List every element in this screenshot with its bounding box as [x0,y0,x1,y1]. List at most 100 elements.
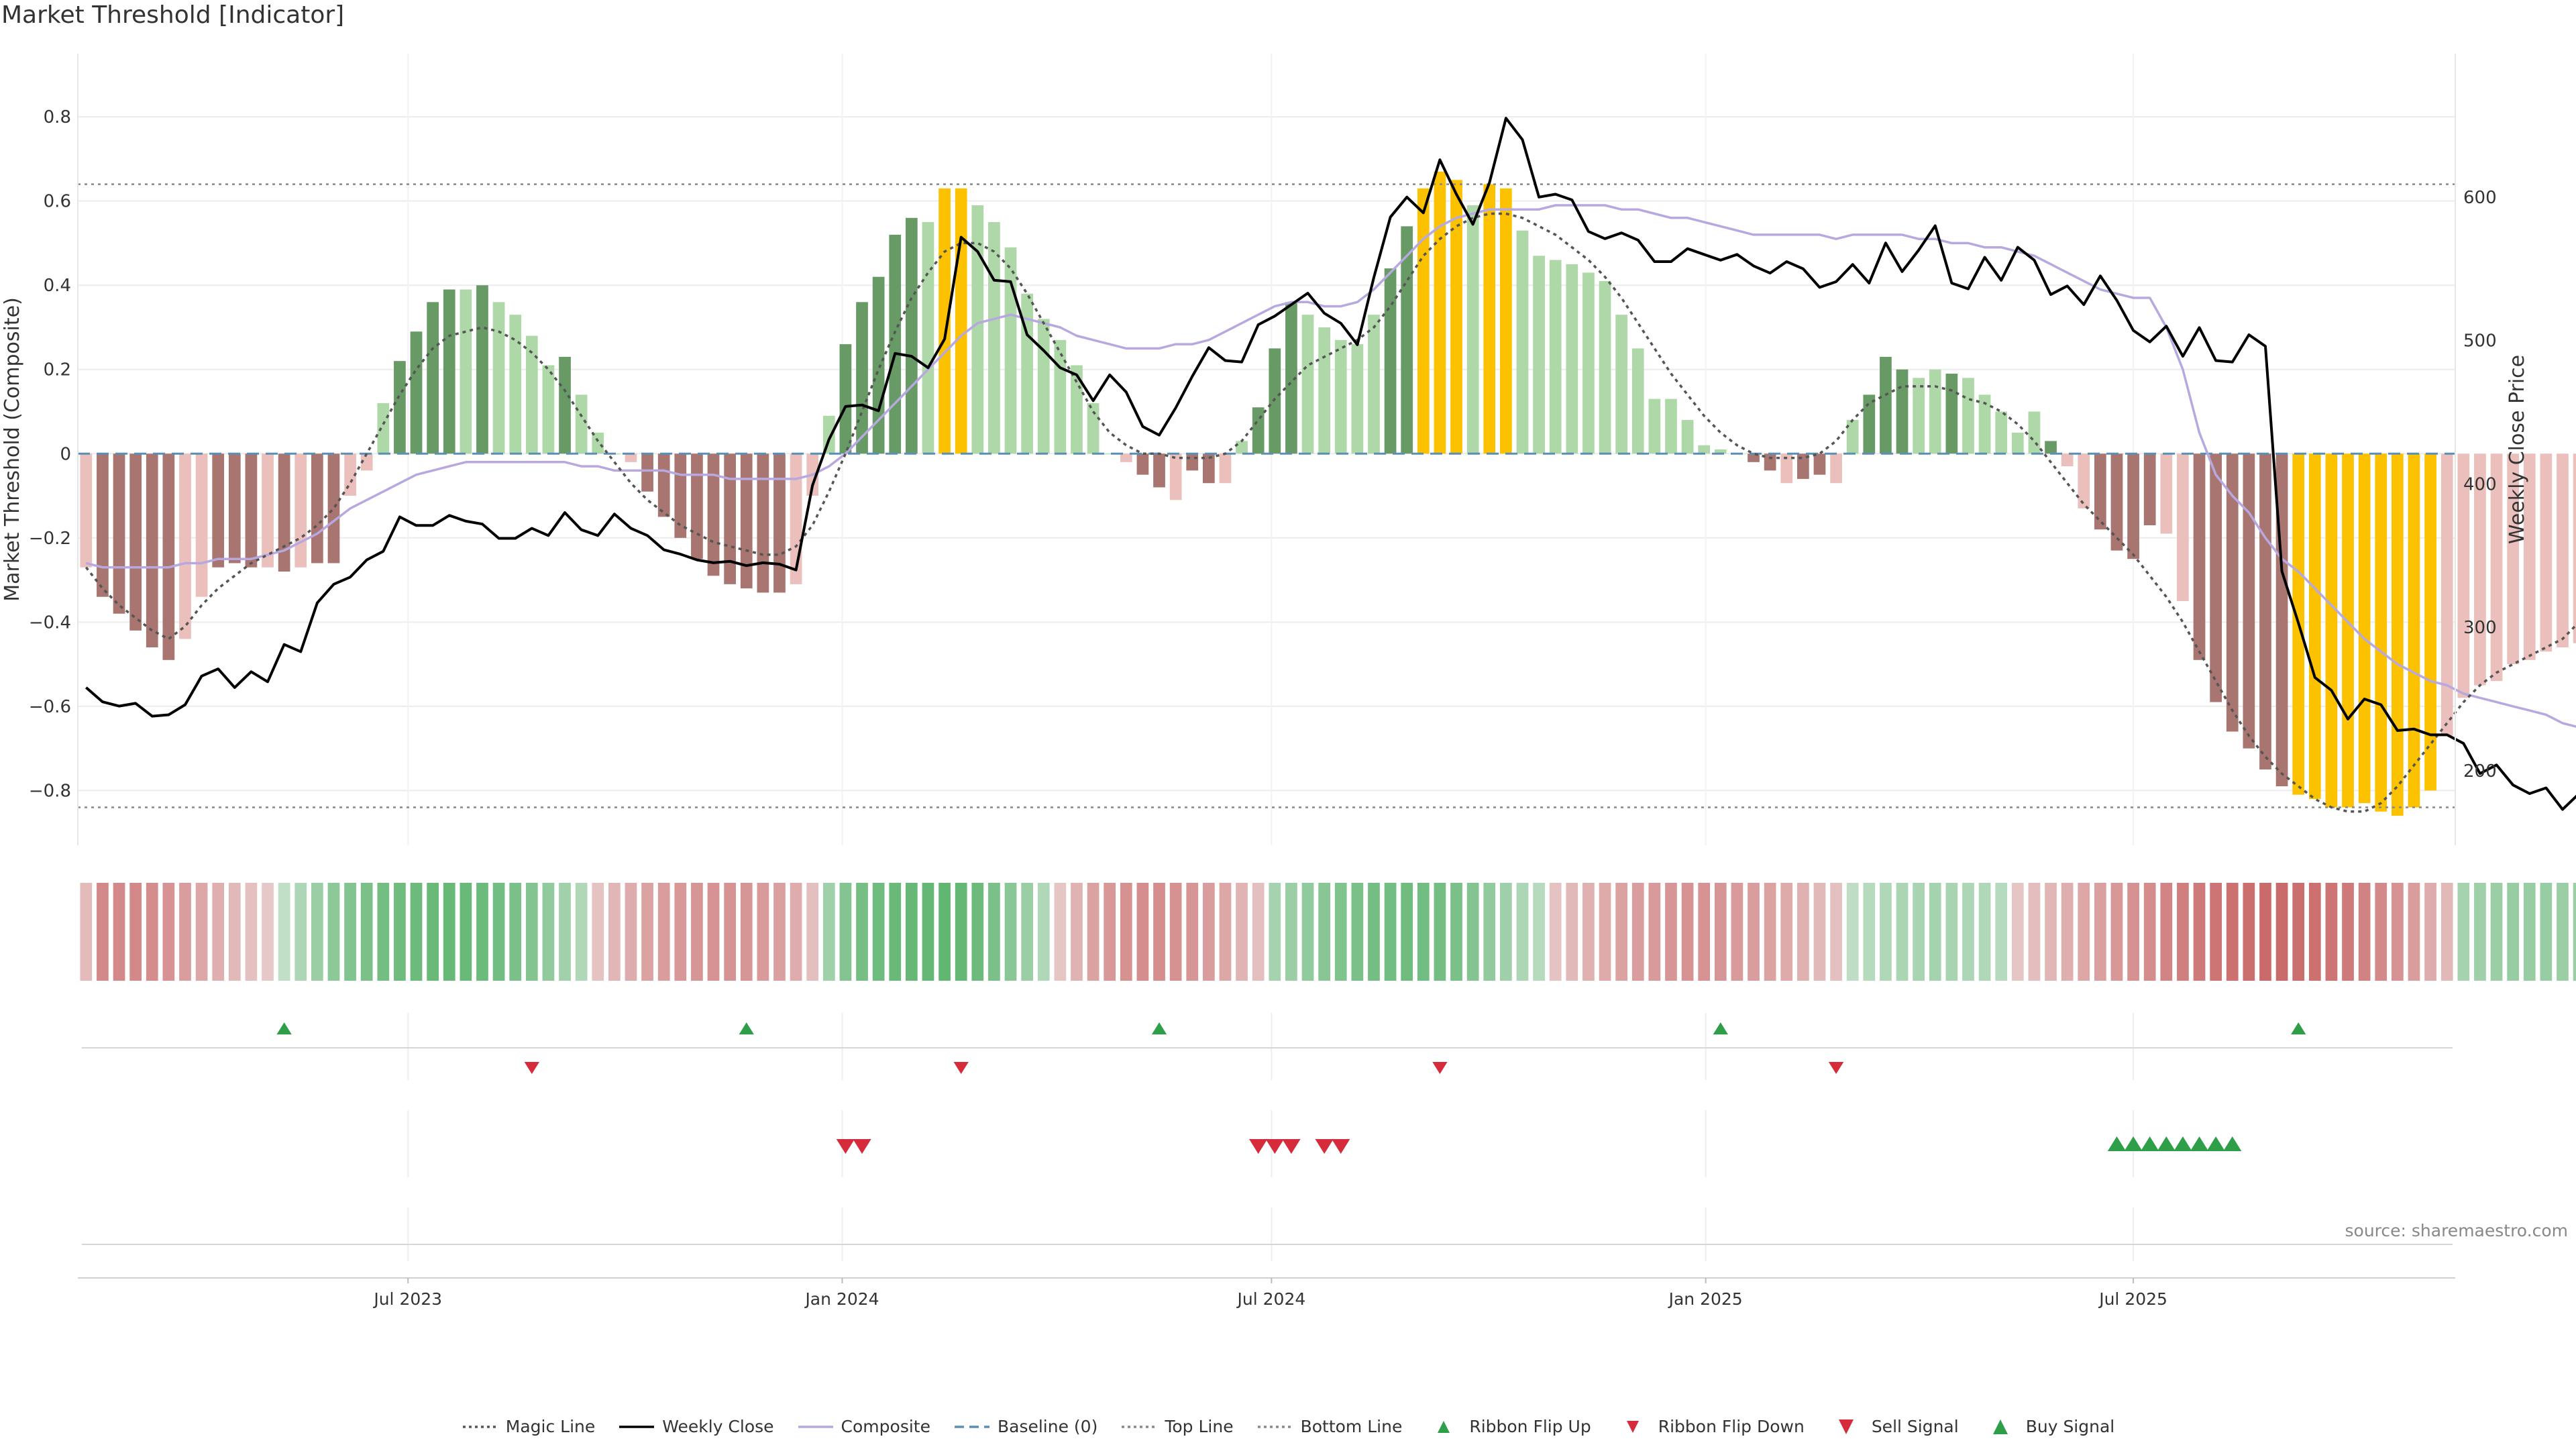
ribbon-cell [1450,883,1462,981]
ribbon-cell [542,883,555,981]
histogram-bar [691,453,703,559]
triangle-down-icon [1838,1419,1854,1434]
histogram-bar [476,285,488,454]
ribbon-cell [1120,883,1132,981]
histogram-bar [262,453,274,568]
legend-label: Buy Signal [2025,1417,2115,1436]
legend-label: Magic Line [505,1417,596,1436]
dotted-line-icon [1122,1425,1157,1428]
ribbon-cell [1516,883,1529,981]
histogram-bar [1615,315,1627,454]
histogram-bar [839,344,852,454]
histogram-bar [245,453,258,568]
ribbon-flip-down-marker [524,1062,539,1074]
y2-tick-label: 200 [2463,761,2497,782]
ribbon-cell [1978,883,1991,981]
ribbon-cell [2490,883,2503,981]
ribbon-cell [2507,883,2519,981]
histogram-bar [2408,453,2420,808]
triangle-up-icon [1992,1419,2008,1434]
ribbon-cell [1995,883,2008,981]
histogram-bar [1434,171,1446,454]
ribbon-cell [1021,883,1033,981]
ribbon-cell [592,883,604,981]
sell-signal-marker [1282,1139,1301,1154]
ribbon-cell [1384,883,1397,981]
ribbon-cell [1285,883,1297,981]
ribbon-cell [1236,883,1248,981]
ribbon-cell [839,883,852,981]
ribbon-flip-down-marker [1432,1062,1448,1074]
ribbon-cell [1252,883,1265,981]
ribbon-cell [2523,883,2536,981]
histogram-bar [2375,453,2387,812]
ribbon-cell [1186,883,1199,981]
ribbon-cell [2177,883,2189,981]
ribbon-cell [2275,883,2288,981]
histogram-bar [2325,453,2338,808]
ribbon-cell [443,883,455,981]
ribbon-cell [1153,883,1165,981]
histogram-bars [80,171,2576,816]
ribbon-cell [625,883,637,981]
triangle-up-icon [1438,1420,1450,1433]
ribbon-cell [2011,883,2024,981]
ribbon-flip-down-marker [1828,1062,1844,1074]
y-tick-label: −0.2 [29,529,71,549]
histogram-bar [1863,394,1876,454]
ribbon-cell [922,883,934,981]
solid-line-icon [619,1425,655,1428]
buy-signal-marker [2190,1136,2209,1151]
ribbon-flip-up-marker [739,1022,754,1034]
ribbon-cell [1599,883,1611,981]
y2-tick-label: 400 [2463,474,2497,494]
ribbon-cell [1334,883,1347,981]
histogram-bar [377,402,390,454]
histogram-bar [113,453,125,614]
ribbon-cell [773,883,786,981]
ribbon-cell [740,883,753,981]
histogram-bar [1054,339,1067,454]
histogram-bar [2308,453,2321,799]
ribbon-cell [1681,883,1694,981]
ribbon-cell [1483,883,1496,981]
sell-signal-marker [1249,1139,1268,1154]
buy-signal-marker [2206,1136,2225,1151]
ribbon-cell [113,883,125,981]
legend-item-composite: Composite [797,1417,930,1436]
histogram-bar [1104,453,1116,455]
ribbon-cell [872,883,885,981]
histogram-bar [1681,420,1694,454]
ribbon-cell [2110,883,2123,981]
histogram-bar [509,315,522,454]
histogram-bar [1153,453,1165,488]
legend: Magic Line Weekly Close Composite Baseline … [0,1417,2576,1436]
ribbon-cell [1582,883,1595,981]
sell-signal-marker [853,1139,871,1154]
histogram-bar [1797,453,1809,479]
ribbon-cell [889,883,902,981]
histogram-bar [1384,268,1397,454]
buy-signal-marker [2141,1136,2159,1151]
histogram-bar [906,217,918,454]
histogram-bar [740,453,753,589]
ribbon-cell [906,883,918,981]
ribbon-cell [2045,883,2057,981]
histogram-bar [1764,453,1776,471]
histogram-bar [2540,453,2553,652]
ribbon-cell [212,883,225,981]
ribbon-cell [1863,883,1876,981]
ribbon-cell [1631,883,1644,981]
ribbon-cell [2193,883,2206,981]
sell-signal-marker [1265,1139,1284,1154]
histogram-bar [97,453,109,597]
y-tick-label: 0.4 [44,276,71,296]
ribbon-cell [2078,883,2090,981]
histogram-bar [1698,445,1711,454]
histogram-bar [2392,453,2404,816]
ribbon-cell [360,883,373,981]
ribbon-cell [476,883,488,981]
histogram-bar [1301,315,1314,454]
histogram-bar [971,205,984,454]
legend-item-buy: Buy Signal [1982,1417,2115,1436]
